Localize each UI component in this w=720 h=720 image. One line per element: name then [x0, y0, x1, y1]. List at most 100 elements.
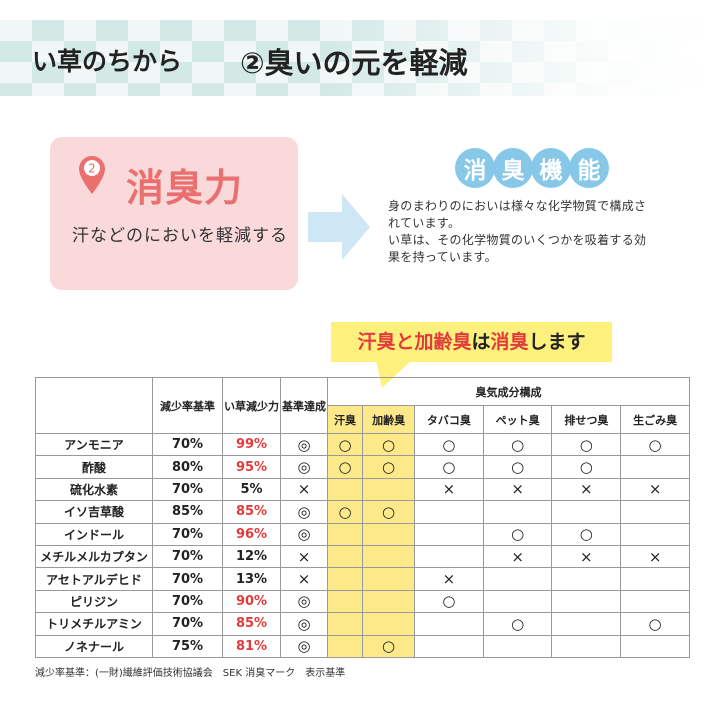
odor-mark — [482, 589, 553, 614]
odor-mark: ○ — [362, 455, 416, 479]
composition-header: 臭気成分構成 — [327, 377, 690, 406]
standard-value: 70% — [152, 522, 223, 546]
achieved-mark: × — [280, 567, 328, 591]
odor-mark: ○ — [551, 455, 622, 479]
odor-header: 汗臭 — [326, 405, 364, 434]
text-line: 身のまわりのにおいは様々な化学物質で構成さ — [388, 199, 647, 213]
odor-mark: ○ — [362, 500, 416, 524]
odor-mark — [326, 544, 364, 569]
odor-mark: ○ — [362, 432, 416, 457]
table-row: アセトアルデヒド 70% 13% × × — [35, 567, 690, 591]
odor-mark: ○ — [326, 432, 364, 457]
odor-mark — [620, 500, 690, 524]
odor-mark — [326, 589, 364, 614]
achieved-mark: ◎ — [280, 432, 328, 457]
odor-header: ペット臭 — [482, 405, 553, 434]
achieved-mark: × — [280, 477, 328, 502]
odor-header: 生ごみ臭 — [620, 405, 690, 434]
substance-name: イソ吉草酸 — [35, 500, 153, 524]
deodorant-table: 減少率基準 い草減少力 基準達成 臭気成分構成 汗臭 加齢臭 タバコ臭 ペット臭 排せつ… — [35, 377, 690, 658]
substance-name: ノネナール — [35, 634, 153, 658]
badge-char: 消 — [455, 148, 495, 188]
odor-mark: ○ — [551, 522, 622, 546]
odor-mark: ○ — [326, 500, 364, 524]
table-row: ノネナール 75% 81% ◎ ○ — [35, 634, 690, 658]
feature-name: 消臭力 — [126, 166, 244, 210]
igusa-value: 90% — [222, 589, 281, 614]
substance-name: 硫化水素 — [35, 477, 153, 502]
achieved-mark: ◎ — [280, 634, 328, 658]
odor-mark — [414, 544, 484, 569]
odor-mark: ○ — [414, 589, 484, 614]
blank-header — [35, 377, 153, 434]
arrow-right-icon — [308, 194, 370, 260]
callout-text: は — [471, 331, 491, 353]
odor-mark: ○ — [414, 432, 484, 457]
substance-name: アンモニア — [35, 432, 153, 457]
odor-mark — [551, 612, 622, 636]
odor-mark — [551, 634, 622, 658]
odor-mark — [482, 634, 553, 658]
badge-char: 機 — [531, 148, 571, 188]
igusa-value: 85% — [222, 612, 281, 636]
igusa-header: い草減少力 — [222, 377, 281, 434]
odor-mark — [620, 455, 690, 479]
odor-mark: ○ — [482, 432, 553, 457]
igusa-value: 12% — [222, 544, 281, 569]
odor-header: 排せつ臭 — [551, 405, 622, 434]
odor-mark — [326, 522, 364, 546]
substance-name: メチルメルカプタン — [35, 544, 153, 569]
table-row: イソ吉草酸 85% 85% ◎ ○ ○ — [35, 500, 690, 524]
igusa-value: 85% — [222, 500, 281, 524]
standard-value: 70% — [152, 612, 223, 636]
standard-value: 70% — [152, 567, 223, 591]
odor-mark: × — [414, 477, 484, 502]
odor-mark: ○ — [551, 432, 622, 457]
footnote: 減少率基準：(一財)繊維評価技術協議会 SEK 消臭マーク 表示基準 — [35, 668, 346, 679]
feature-number: 2 — [88, 162, 96, 176]
text-line: い草は、その化学物質のいくつかを吸着する効 — [388, 233, 647, 247]
odor-mark: × — [551, 477, 622, 502]
odor-mark — [620, 567, 690, 591]
odor-mark — [362, 567, 416, 591]
odor-mark — [362, 522, 416, 546]
achieved-mark: ◎ — [280, 589, 328, 614]
achieved-mark: ◎ — [280, 455, 328, 479]
igusa-value: 95% — [222, 455, 281, 479]
odor-mark — [362, 589, 416, 614]
odor-mark — [620, 522, 690, 546]
odor-mark — [482, 567, 553, 591]
achieved-mark: × — [280, 544, 328, 569]
standard-value: 75% — [152, 634, 223, 658]
odor-mark — [414, 612, 484, 636]
standard-value: 70% — [152, 589, 223, 614]
standard-value: 80% — [152, 455, 223, 479]
function-text: 身のまわりのにおいは様々な化学物質で構成さ れています。 い草は、その化学物質の… — [388, 198, 688, 266]
achieved-mark: ◎ — [280, 522, 328, 546]
igusa-value: 81% — [222, 634, 281, 658]
odor-mark: × — [620, 544, 690, 569]
odor-mark: ○ — [482, 522, 553, 546]
achieved-mark: ◎ — [280, 500, 328, 524]
odor-mark — [551, 500, 622, 524]
odor-mark: ○ — [482, 612, 553, 636]
odor-mark — [326, 567, 364, 591]
substance-name: 酢酸 — [35, 455, 153, 479]
table-row: ピリジン 70% 90% ◎ ○ — [35, 589, 690, 614]
odor-mark — [551, 567, 622, 591]
igusa-value: 5% — [222, 477, 281, 502]
odor-mark — [551, 589, 622, 614]
function-badge: 消 臭 機 能 — [455, 148, 609, 188]
table-row: 酢酸 80% 95% ◎ ○ ○ ○ ○ ○ — [35, 455, 690, 479]
odor-mark — [362, 612, 416, 636]
odor-header: タバコ臭 — [414, 405, 484, 434]
badge-char: 能 — [569, 148, 609, 188]
igusa-value: 96% — [222, 522, 281, 546]
feature-description: 汗などのにおいを軽減する — [72, 226, 288, 246]
map-pin-icon: 2 — [79, 156, 105, 194]
standard-value: 70% — [152, 477, 223, 502]
callout-highlight: 消臭 — [490, 331, 529, 353]
text-line: れています。 — [388, 216, 461, 230]
odor-mark: × — [551, 544, 622, 569]
odor-header: 加齢臭 — [362, 405, 416, 434]
